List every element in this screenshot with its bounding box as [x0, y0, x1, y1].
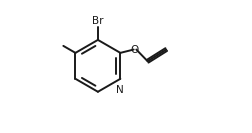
- Text: O: O: [130, 45, 139, 55]
- Text: N: N: [116, 85, 124, 95]
- Text: Br: Br: [92, 16, 103, 26]
